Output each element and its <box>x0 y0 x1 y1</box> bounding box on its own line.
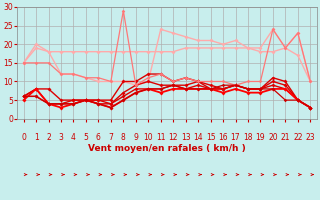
X-axis label: Vent moyen/en rafales ( km/h ): Vent moyen/en rafales ( km/h ) <box>88 144 246 153</box>
